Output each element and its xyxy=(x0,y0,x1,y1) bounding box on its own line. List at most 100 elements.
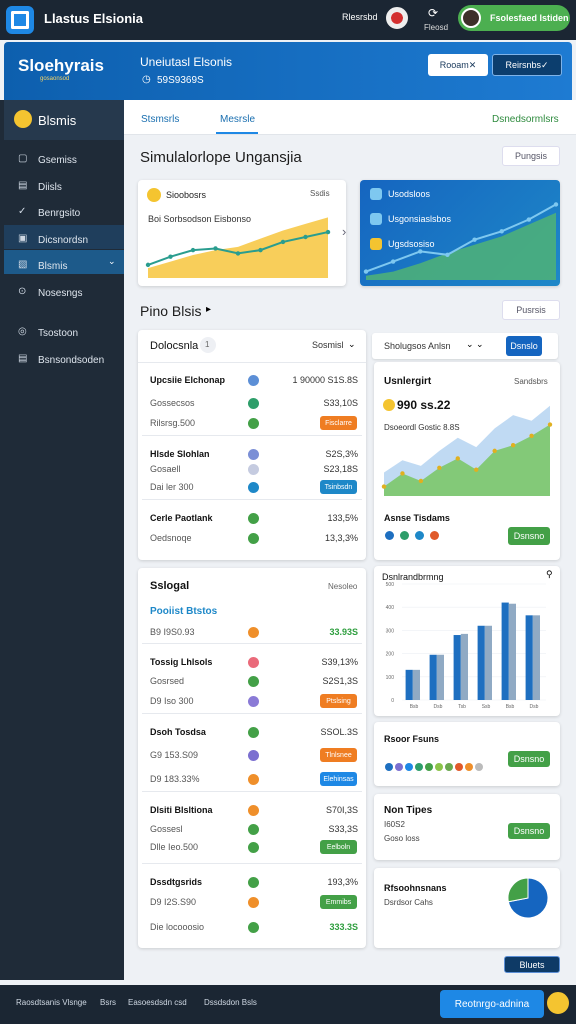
status-dot xyxy=(248,657,259,668)
bar xyxy=(501,602,509,700)
point xyxy=(499,229,504,234)
card-title: Sioobosrs xyxy=(166,190,207,200)
card-button[interactable]: Dsnsno xyxy=(508,751,550,767)
tab[interactable]: Mesrsle xyxy=(220,114,256,125)
footer-button[interactable]: Reotnrgo-adnina xyxy=(440,990,544,1018)
row-label: Gossesl xyxy=(150,824,183,834)
sidebar-item-icon: ▢ xyxy=(18,153,28,164)
status-dot xyxy=(248,774,259,785)
top-link[interactable]: Rlesrsbd xyxy=(342,12,378,22)
point xyxy=(363,269,369,274)
sidebar-item[interactable]: Bsnsondsoden xyxy=(38,355,105,366)
card-text: I60S2 xyxy=(384,820,405,829)
legend-dot xyxy=(455,763,463,771)
user-pill[interactable] xyxy=(458,5,570,31)
user-name: Fsolesfaed Istiden xyxy=(490,13,569,23)
legend-dot xyxy=(415,531,424,540)
row-badge[interactable]: Emmibs xyxy=(320,895,357,909)
status-dot xyxy=(248,464,259,475)
bottom-button[interactable]: Bluets xyxy=(504,956,560,973)
status-dot xyxy=(248,482,259,493)
card-text: Dsrdsor Cahs xyxy=(384,898,433,907)
point xyxy=(235,251,241,256)
card-title: Dsnlrandbrmng xyxy=(382,572,444,582)
tab[interactable]: Stsmsrls xyxy=(141,114,180,125)
card-title: Usnlergirt xyxy=(384,376,432,387)
status-dot xyxy=(248,750,259,761)
button-label: Emmibs xyxy=(325,898,352,906)
y-tick-label: 0 xyxy=(391,698,394,704)
status-dot xyxy=(248,676,259,687)
pie-slice xyxy=(507,877,529,903)
card-text: Usgonsiaslsbos xyxy=(388,214,452,224)
status-dot xyxy=(248,842,259,853)
point xyxy=(455,456,460,461)
row-value: SSOL.3S xyxy=(320,727,358,737)
point xyxy=(303,234,308,240)
card-icon xyxy=(370,188,382,200)
button-label: Tsinbsdn xyxy=(324,483,353,491)
footer-link[interactable]: Dssdsdon Bsls xyxy=(204,998,257,1007)
card-text: Usodsloos xyxy=(388,189,431,199)
header-button[interactable]: Rooam ✕ xyxy=(428,54,488,76)
help-icon xyxy=(544,989,572,1017)
row-label: Dlsiti Blsltiona xyxy=(150,805,213,815)
coin-icon xyxy=(383,399,395,411)
dropdown[interactable]: Pungsis xyxy=(502,146,560,166)
legend-dot xyxy=(400,531,409,540)
button-label: Dsnsno xyxy=(513,531,545,541)
sidebar-item[interactable]: Benrgsito xyxy=(38,208,81,219)
sidebar-item[interactable]: Diisls xyxy=(38,182,62,193)
row-badge[interactable]: Ptslsing xyxy=(320,694,357,708)
point xyxy=(437,465,442,470)
card-button[interactable]: Dsnsno xyxy=(508,527,550,545)
x-tick-label: Ssb xyxy=(482,704,491,710)
footer-link[interactable]: Raosdtsanis Vlsnge xyxy=(16,998,87,1007)
row-value: 1 90000 S1S.8S xyxy=(292,375,358,385)
bar xyxy=(405,669,413,700)
row-separator xyxy=(142,643,362,644)
caret: ⌄ ⌄ xyxy=(466,339,484,349)
tab-right[interactable]: Dsnedsormlsrs xyxy=(492,114,559,125)
row-badge[interactable]: Fisclarre xyxy=(320,416,357,430)
panel-dropdown[interactable]: Sosmisl xyxy=(312,340,344,350)
brand: Sloehyrais xyxy=(18,56,104,75)
row-label: Dsoh Tosdsa xyxy=(150,727,206,737)
primary-button[interactable]: Dsnslo xyxy=(506,336,542,356)
row-badge[interactable]: Elehinsas xyxy=(320,772,357,786)
dropdown[interactable]: Pusrsis xyxy=(502,300,560,320)
y-tick-label: 500 xyxy=(386,582,395,588)
sidebar-item[interactable]: Gsemiss xyxy=(38,155,77,166)
point xyxy=(529,433,534,439)
point xyxy=(474,467,479,472)
row-badge[interactable]: Tsinbsdn xyxy=(320,480,357,494)
line xyxy=(365,203,557,273)
card-icon: ⚲ xyxy=(546,569,553,579)
row-badge[interactable]: Tlnlsnee xyxy=(320,748,357,762)
point xyxy=(258,247,263,253)
sidebar-icon xyxy=(14,110,32,128)
bar xyxy=(525,615,533,700)
header-button[interactable]: Reirsnbs ✓ xyxy=(492,54,562,76)
sidebar-item[interactable]: Dicsnordsn xyxy=(38,235,89,246)
card-text: Goso loss xyxy=(384,834,420,843)
bar xyxy=(429,654,437,700)
row-value: S33,10S xyxy=(323,398,358,408)
sidebar-item[interactable]: Tsostoon xyxy=(38,328,79,339)
row-label: Gossecsos xyxy=(150,398,195,408)
bar xyxy=(436,654,444,700)
point xyxy=(381,484,387,489)
sidebar-item[interactable]: Nosesngs xyxy=(38,288,83,299)
sidebar-item[interactable]: Blsmis xyxy=(38,261,68,272)
footer-link[interactable]: Bsrs xyxy=(100,998,116,1007)
row-badge[interactable]: Eelboln xyxy=(320,840,357,854)
sidebar-highlight xyxy=(4,225,124,249)
footer-link[interactable]: Easoesdsdn csd xyxy=(128,998,187,1007)
card-button[interactable]: Dsnsno xyxy=(508,823,550,839)
button-label: Eelboln xyxy=(326,843,351,851)
button-label: Dsnsno xyxy=(513,826,545,836)
select[interactable]: Sholugsos Anlsn xyxy=(384,341,451,351)
refresh-icon: ⟳ xyxy=(428,6,439,20)
status-dot xyxy=(248,418,259,429)
